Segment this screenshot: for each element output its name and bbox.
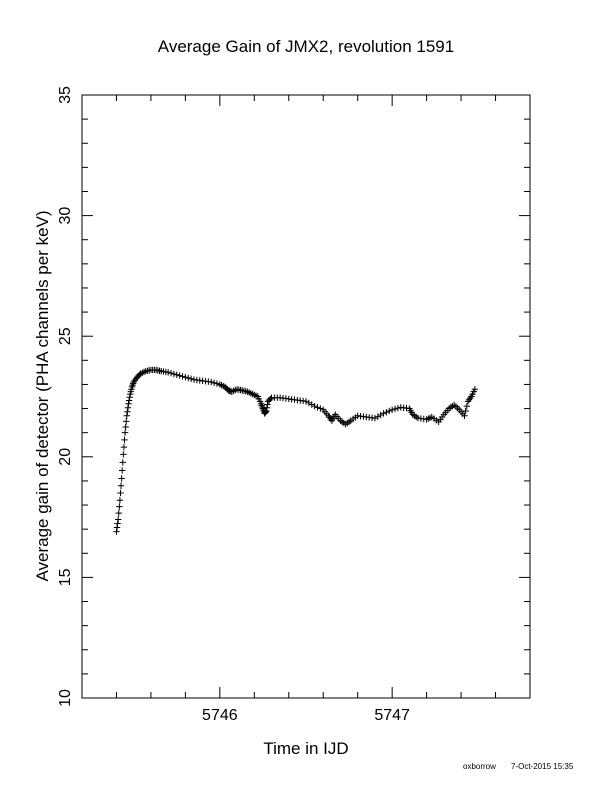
- data-point: [167, 369, 175, 377]
- data-point: [317, 405, 324, 412]
- data-point: [113, 524, 121, 531]
- data-point: [118, 475, 125, 482]
- data-point: [185, 374, 192, 382]
- data-point: [311, 402, 318, 410]
- data-point: [461, 412, 468, 419]
- data-point: [120, 451, 127, 458]
- data-point: [116, 497, 124, 504]
- data-point: [121, 429, 129, 436]
- data-point: [230, 387, 237, 395]
- data-point: [262, 408, 269, 415]
- x-axis-label: Time in IJD: [263, 739, 348, 758]
- data-point: [305, 399, 313, 407]
- data-point: [213, 380, 221, 387]
- data-point: [325, 412, 332, 419]
- axis-ticks: [81, 94, 531, 699]
- data-point: [182, 374, 189, 381]
- data-point: [259, 405, 267, 412]
- data-point: [119, 467, 126, 474]
- data-point: [116, 503, 123, 510]
- data-point: [187, 375, 195, 383]
- data-point: [218, 382, 225, 389]
- data-point: [114, 520, 121, 527]
- data-point: [371, 415, 379, 422]
- data-points: [113, 366, 479, 535]
- data-point: [426, 414, 434, 422]
- data-point: [462, 407, 469, 415]
- data-point: [263, 407, 270, 415]
- y-tick-label: 35: [57, 86, 74, 104]
- data-point: [125, 400, 132, 407]
- data-point: [374, 413, 381, 420]
- data-point: [259, 403, 266, 411]
- data-point: [425, 415, 432, 422]
- data-point: [115, 509, 122, 517]
- data-point: [123, 412, 130, 419]
- data-point: [452, 403, 460, 410]
- x-tick-label: 5747: [374, 707, 410, 724]
- y-tick-label: 30: [57, 207, 74, 225]
- data-point: [176, 372, 183, 379]
- data-point: [125, 397, 133, 404]
- data-point: [267, 395, 274, 403]
- data-point: [308, 401, 315, 408]
- data-point: [386, 407, 393, 415]
- data-point: [463, 402, 471, 410]
- data-point: [471, 386, 479, 393]
- data-point: [210, 379, 218, 387]
- data-point: [380, 410, 387, 417]
- data-point: [302, 398, 310, 405]
- footer-timestamp: 7-Oct-2015 15:35: [511, 762, 574, 771]
- data-point: [264, 401, 271, 408]
- y-tick-label: 10: [57, 689, 74, 707]
- data-point: [164, 369, 172, 376]
- chart-title: Average Gain of JMX2, revolution 1591: [158, 37, 454, 56]
- data-point: [113, 528, 120, 535]
- data-point: [326, 414, 333, 421]
- data-point: [394, 404, 402, 412]
- data-point: [467, 394, 474, 402]
- data-point: [465, 396, 473, 403]
- data-point: [388, 406, 396, 413]
- data-point: [123, 418, 130, 425]
- data-point: [124, 408, 131, 415]
- footer-author: oxborrow: [463, 762, 496, 771]
- data-point: [121, 436, 128, 444]
- data-point: [117, 489, 124, 497]
- data-point: [120, 443, 128, 451]
- data-point: [170, 370, 178, 378]
- data-point: [377, 411, 384, 419]
- data-point: [114, 516, 122, 523]
- data-point: [124, 404, 132, 411]
- data-point: [126, 394, 133, 401]
- y-tick-label: 15: [57, 568, 74, 586]
- y-tick-label: 25: [57, 327, 74, 345]
- data-point: [391, 405, 399, 413]
- data-point: [128, 383, 136, 391]
- data-point: [131, 377, 139, 384]
- data-point: [262, 409, 269, 416]
- y-tick-label: 20: [57, 448, 74, 466]
- data-point: [258, 400, 265, 407]
- y-axis-label: Average gain of detector (PHA channels p…: [33, 210, 52, 581]
- data-point: [130, 378, 137, 386]
- data-point: [173, 371, 180, 378]
- tick-labels: 10 15 20 25 30 35 5746 5747: [57, 86, 410, 724]
- data-point: [122, 423, 129, 431]
- plot-frame: [81, 94, 531, 699]
- data-point: [383, 408, 390, 416]
- data-point: [117, 482, 125, 489]
- data-point: [140, 368, 148, 376]
- data-point: [208, 378, 215, 386]
- data-point: [129, 382, 136, 389]
- data-point: [129, 380, 137, 387]
- x-tick-label: 5746: [202, 707, 238, 724]
- data-point: [263, 404, 271, 411]
- data-point: [258, 402, 265, 409]
- data-point: [314, 404, 321, 411]
- data-point: [464, 398, 472, 405]
- data-point: [119, 459, 126, 466]
- data-point: [179, 373, 186, 380]
